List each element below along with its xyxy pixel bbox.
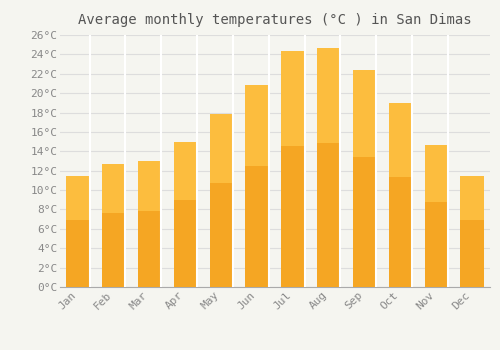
Bar (460, 176, 483, 220)
Bar (460, 176, 483, 287)
Bar (424, 146, 448, 202)
Bar (353, 70, 376, 287)
Bar (102, 164, 126, 213)
Bar (66, 176, 90, 220)
Bar (246, 85, 268, 287)
Bar (282, 51, 304, 287)
Bar (246, 85, 268, 166)
Bar (138, 161, 161, 287)
Bar (102, 164, 126, 287)
Bar (66, 176, 90, 287)
Bar (282, 51, 304, 146)
Bar (210, 114, 233, 287)
Bar (317, 48, 340, 287)
Bar (353, 70, 376, 157)
Bar (210, 114, 233, 183)
Bar (389, 103, 412, 176)
Bar (424, 146, 448, 287)
Bar (174, 142, 197, 200)
Bar (389, 103, 412, 287)
Bar (174, 142, 197, 287)
Title: Average monthly temperatures (°C ) in San Dimas: Average monthly temperatures (°C ) in Sa… (78, 13, 472, 27)
Bar (138, 161, 161, 211)
Bar (317, 48, 340, 144)
